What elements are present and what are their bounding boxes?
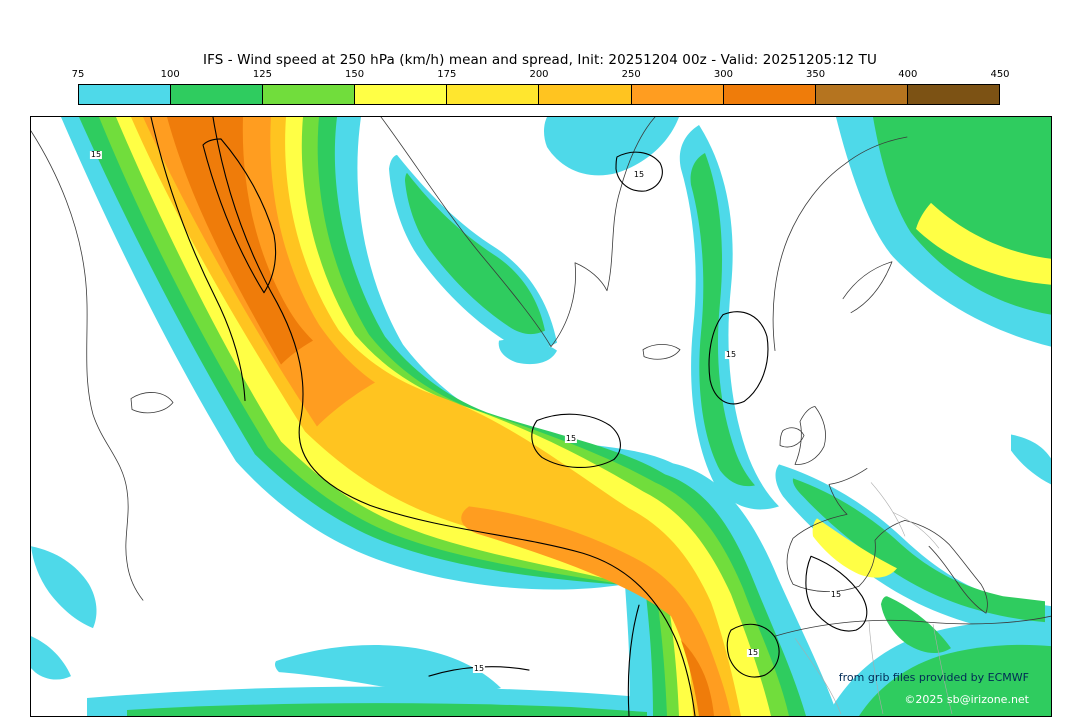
credits-copyright: ©2025 sb@irizone.net [904,692,1029,706]
credits: from grib files provided by ECMWF ©2025 … [839,667,1029,710]
colorbar-tick-label: 150 [345,69,365,80]
spread-contour-label: 15 [564,434,578,443]
colorbar-tick-label: 75 [71,69,85,80]
spread-contour-label: 15 [829,590,843,599]
spread-contour-label: 15 [724,350,738,359]
credits-source: from grib files provided by ECMWF [838,671,1029,685]
country-borders [794,482,953,715]
colorbar-segment [539,85,632,104]
spread-contour-label: 15 [89,150,103,159]
spread-contour-label: 15 [632,170,646,179]
colorbar-tick-label: 125 [252,69,272,80]
colorbar-segment [907,85,999,104]
colorbar-tick-label: 250 [621,69,641,80]
colorbar-tick-label: 450 [990,69,1010,80]
wind-map-svg [31,117,1051,716]
colorbar-segment [355,85,448,104]
colorbar-tick-label: 300 [713,69,733,80]
spread-contours [150,117,868,716]
coastlines [31,117,1051,637]
colorbar-tick-label: 175 [437,69,457,80]
spread-contour-label: 15 [472,664,486,673]
colorbar-segment [631,85,724,104]
colorbar-segment [79,85,172,104]
colorbar-tick-label: 350 [806,69,826,80]
colorbar-segments [78,84,1000,105]
colorbar-segment [815,85,908,104]
colorbar-segment [447,85,540,104]
colorbar-segment [263,85,356,104]
colorbar-ticks: 75 100 125 150 175 200 250 300 350 400 450 [72,69,1010,82]
colorbar-segment [171,85,264,104]
colorbar-tick-label: 200 [529,69,549,80]
colorbar-segment [723,85,816,104]
page-title: IFS - Wind speed at 250 hPa (km/h) mean … [203,52,877,68]
colorbar-tick-label: 100 [160,69,180,80]
wind-speed-fills [31,117,1051,716]
colorbar-tick-label: 400 [898,69,918,80]
spread-contour-label: 15 [746,648,760,657]
wind-map: 15 15 15 15 15 15 15 from grib files pro… [30,116,1052,717]
